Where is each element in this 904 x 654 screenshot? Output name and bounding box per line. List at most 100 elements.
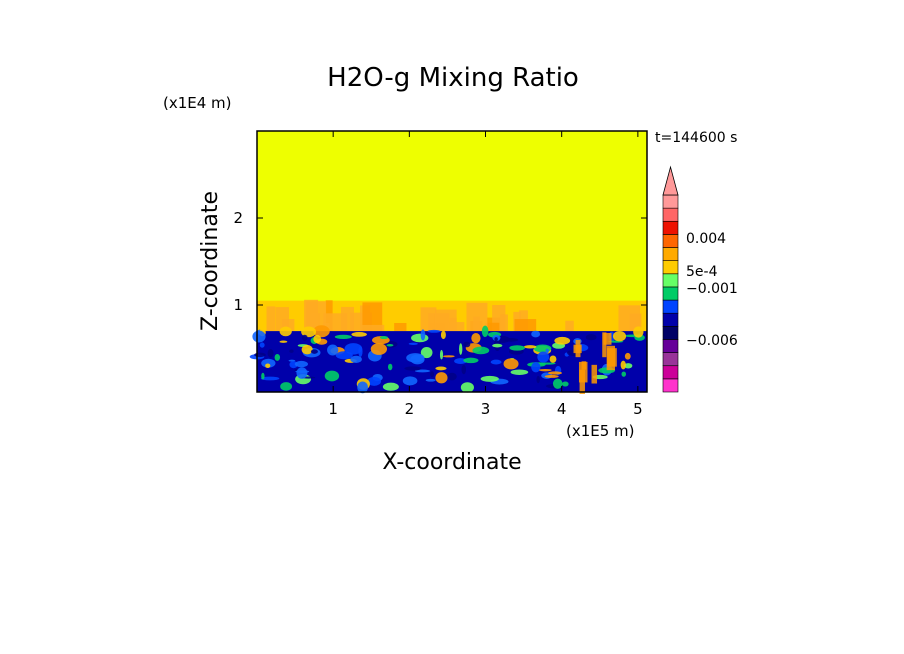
mixing-plume	[466, 302, 488, 332]
turbulent-eddy	[552, 378, 563, 389]
x-scale-label: (x1E5 m)	[566, 422, 635, 440]
turbulent-eddy	[387, 363, 393, 371]
turbulent-eddy	[442, 355, 455, 358]
turbulent-eddy	[494, 337, 498, 342]
x-tick-label: 2	[405, 400, 415, 418]
turbulent-eddy	[252, 330, 266, 343]
colorbar-swatch	[662, 299, 679, 314]
plume-streak	[603, 332, 612, 345]
turbulent-eddy	[408, 342, 418, 345]
plot-area	[249, 130, 648, 394]
colorbar-swatch	[662, 207, 679, 222]
mixing-plume	[305, 301, 327, 332]
plume-streak	[591, 364, 598, 384]
turbulent-eddy	[463, 341, 471, 348]
colorbar-swatch	[662, 234, 679, 248]
colorbar-swatch	[662, 352, 679, 367]
turbulent-eddy	[510, 369, 529, 375]
colorbar-swatch	[662, 194, 679, 209]
turbulent-eddy	[545, 348, 549, 354]
plot-frame	[256, 130, 648, 393]
turbulent-eddy	[612, 331, 627, 342]
turbulent-eddy	[427, 329, 441, 333]
colorbar-swatch	[662, 312, 679, 327]
turbulent-eddy	[459, 343, 463, 355]
turbulent-eddy	[301, 326, 317, 338]
colorbar-swatch	[662, 273, 679, 288]
turbulent-eddy	[334, 334, 352, 339]
mixing-plume	[485, 322, 500, 332]
turbulent-eddy	[480, 375, 499, 382]
plume-streak	[602, 332, 607, 358]
turbulent-eddy	[351, 331, 367, 337]
turbulent-eddy	[435, 372, 448, 384]
turbulent-eddy	[313, 325, 330, 338]
turbulent-eddy	[379, 336, 389, 340]
mixing-plume	[514, 319, 537, 332]
turbulent-eddy	[538, 362, 556, 365]
turbulent-eddy	[386, 343, 394, 347]
turbulent-eddy	[274, 354, 281, 361]
colorbar-swatch	[662, 260, 679, 275]
turbulent-eddy	[429, 371, 435, 378]
turbulent-eddy	[261, 372, 265, 380]
mixing-plume	[565, 320, 574, 332]
turbulent-eddy	[492, 343, 503, 348]
y-axis-label: Z-coordinate	[198, 191, 223, 331]
turbulent-eddy	[367, 376, 382, 386]
turbulent-eddy	[439, 349, 444, 360]
turbulent-eddy	[536, 375, 540, 384]
turbulent-eddy	[296, 367, 308, 379]
turbulent-eddy	[549, 355, 557, 363]
turbulent-eddy	[539, 368, 552, 372]
plume-streak	[573, 344, 582, 354]
turbulent-eddy	[261, 358, 276, 368]
turbulent-eddy	[260, 376, 280, 381]
colorbar-label: 5e-4	[686, 264, 718, 280]
turbulent-eddy	[624, 363, 633, 369]
turbulent-eddy	[254, 352, 266, 358]
turbulent-eddy	[294, 360, 309, 368]
turbulent-eddy	[463, 357, 479, 364]
colorbar-swatch	[662, 339, 679, 353]
mixing-zone	[257, 299, 647, 332]
turbulent-eddy	[425, 378, 436, 382]
mixing-plume	[362, 302, 383, 332]
turbulent-eddy	[324, 370, 340, 382]
mixing-plume	[394, 322, 407, 332]
turbulent-eddy	[313, 334, 322, 344]
turbulent-eddy	[633, 326, 644, 338]
turbulent-eddy	[524, 345, 537, 349]
turbulent-eddy	[503, 358, 519, 370]
turbulent-eddy	[490, 359, 502, 365]
turbulent-eddy	[620, 360, 626, 370]
turbulent-eddy	[357, 381, 368, 394]
x-tick-label: 4	[557, 400, 567, 418]
colorbar-label: −0.006	[686, 333, 738, 349]
colorbar-label: −0.001	[686, 281, 738, 297]
y-scale-label: (x1E4 m)	[163, 94, 232, 112]
plume-streak	[607, 348, 617, 367]
turbulent-eddy	[344, 343, 363, 355]
colorbar-swatch	[662, 365, 679, 380]
x-tick-label: 1	[328, 400, 338, 418]
turbulent-eddy	[382, 382, 399, 391]
turbulent-eddy	[544, 374, 559, 378]
turbulent-eddy	[259, 342, 265, 348]
turbulent-eddy	[440, 330, 446, 340]
colorbar-swatch	[662, 286, 679, 301]
plume-streak	[578, 361, 588, 383]
turbulent-eddy	[350, 355, 362, 363]
x-axis-label: X-coordinate	[382, 450, 521, 475]
x-tick-label: 5	[633, 400, 643, 418]
turbulent-layer-field	[249, 325, 647, 394]
turbulent-eddy	[554, 336, 571, 345]
turbulent-eddy	[531, 361, 541, 373]
turbulent-eddy	[420, 347, 433, 359]
turbulent-eddy	[279, 326, 292, 337]
colorbar-swatch	[662, 326, 679, 340]
colorbar-extend-arrow	[662, 165, 679, 196]
turbulent-eddy	[435, 366, 447, 371]
turbulent-eddy	[509, 345, 526, 351]
turbulent-eddy	[481, 325, 489, 338]
